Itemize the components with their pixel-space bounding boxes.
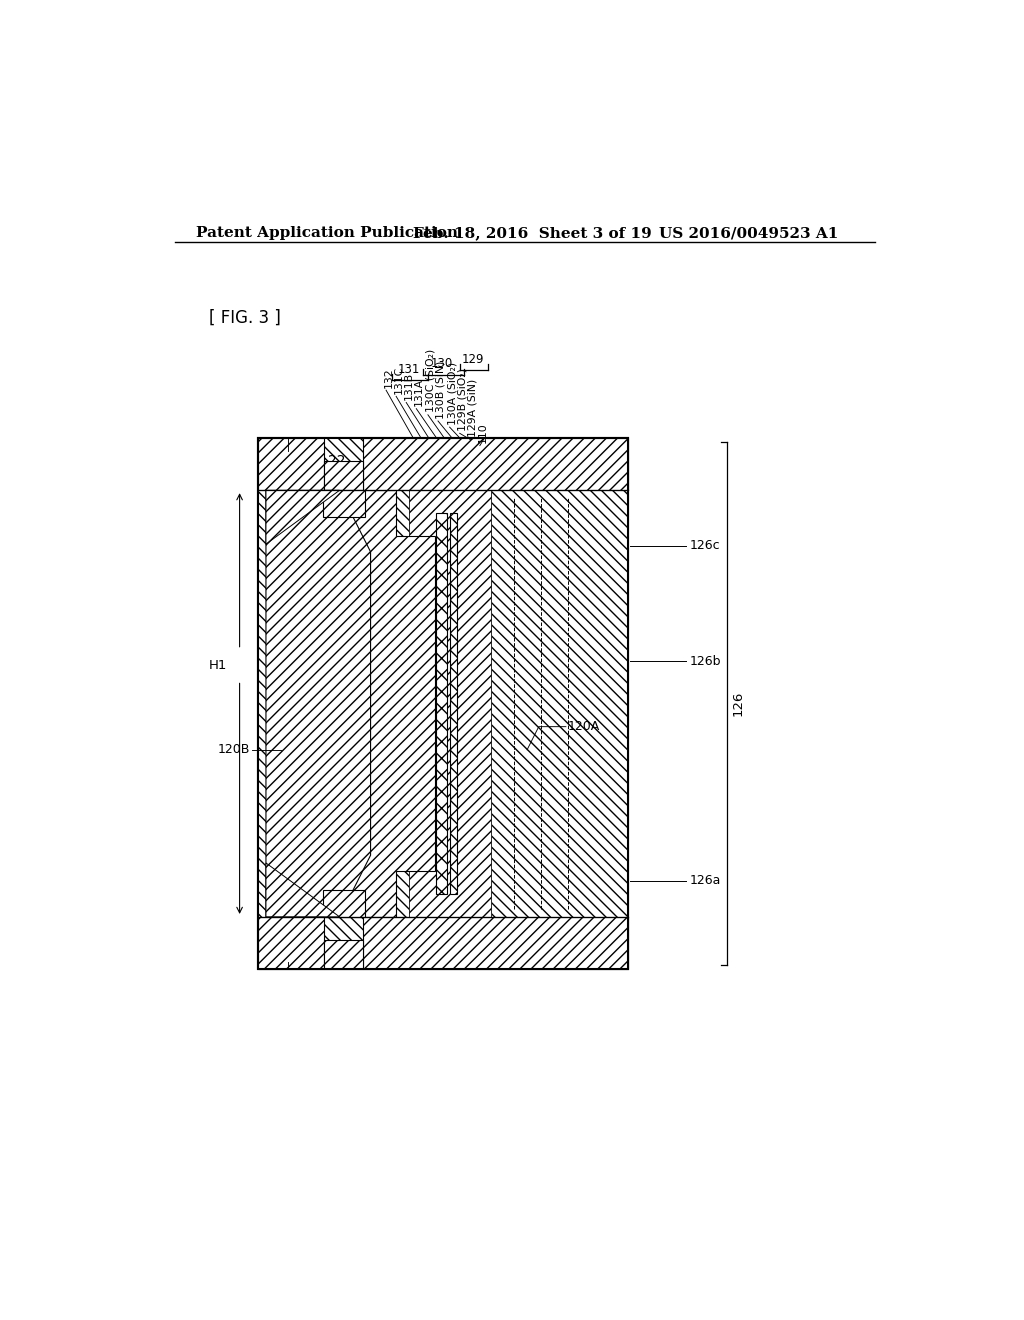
Text: 130C (SiO₂): 130C (SiO₂) [426,350,435,412]
Text: 131A: 131A [414,379,424,407]
Text: US 2016/0049523 A1: US 2016/0049523 A1 [658,226,839,240]
Text: Patent Application Publication: Patent Application Publication [197,226,458,240]
Text: 128: 128 [260,954,285,968]
Text: 128: 128 [260,445,285,458]
Text: 130A (SiO₂): 130A (SiO₂) [447,362,458,425]
Bar [362,917,628,969]
Bar [323,490,366,517]
Polygon shape [490,438,628,969]
Bar [258,438,628,969]
Polygon shape [410,438,490,969]
Text: 130: 130 [431,358,453,370]
Bar [258,438,324,490]
Text: 132: 132 [384,367,394,388]
Bar [362,438,628,490]
Text: H1: H1 [209,659,227,672]
Text: 126: 126 [732,690,744,717]
Text: 110: 110 [477,422,487,444]
Text: 129: 129 [462,352,484,366]
Polygon shape [323,490,435,917]
Text: 126a: 126a [690,874,721,887]
Polygon shape [266,863,340,917]
Polygon shape [266,490,371,917]
Text: [ FIG. 3 ]: [ FIG. 3 ] [209,309,282,326]
Bar [450,513,458,894]
Bar [258,917,324,969]
Polygon shape [258,438,410,969]
Bar [258,438,628,969]
Bar [323,890,366,917]
Bar [324,462,362,490]
Text: 120B: 120B [218,743,251,756]
Text: 126c: 126c [690,539,721,552]
Text: 22: 22 [328,454,345,469]
Text: 131: 131 [398,363,421,376]
Text: 131B: 131B [403,372,414,400]
Text: 131C: 131C [394,366,403,395]
Text: 120A: 120A [567,721,600,733]
Text: 130B (SiN): 130B (SiN) [435,360,445,418]
Bar [436,513,447,894]
Text: 129B (SiO₂): 129B (SiO₂) [458,368,467,430]
Polygon shape [266,490,340,544]
Text: 129A (SiN): 129A (SiN) [467,379,477,437]
Text: 126b: 126b [690,655,721,668]
Text: Feb. 18, 2016  Sheet 3 of 19: Feb. 18, 2016 Sheet 3 of 19 [414,226,652,240]
Bar [324,940,362,969]
